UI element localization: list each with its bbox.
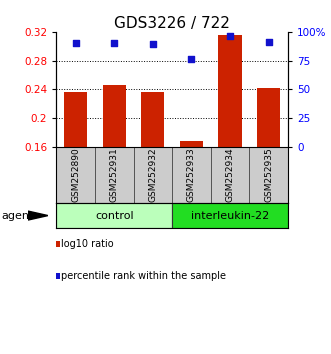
Bar (56, 147, 95, 203)
Point (227, 34, 233, 39)
Point (150, 42, 156, 47)
Bar (95, 147, 133, 203)
Bar (141, 92, 165, 147)
Text: GSM252931: GSM252931 (110, 147, 119, 202)
Text: GSM252933: GSM252933 (187, 147, 196, 202)
Text: GSM252935: GSM252935 (264, 147, 273, 202)
Text: interleukin-22: interleukin-22 (191, 211, 269, 221)
Bar (103, 85, 126, 147)
Point (73, 40, 78, 46)
Text: log10 ratio: log10 ratio (61, 239, 114, 249)
Text: GSM252890: GSM252890 (71, 147, 80, 202)
Text: GSM252932: GSM252932 (148, 147, 157, 202)
Polygon shape (28, 211, 48, 220)
Bar (257, 88, 280, 147)
Text: GSM252934: GSM252934 (225, 147, 235, 202)
Bar (172, 147, 211, 203)
Bar (56, 203, 172, 228)
Title: GDS3226 / 722: GDS3226 / 722 (114, 16, 230, 31)
Text: control: control (95, 211, 133, 221)
Text: percentile rank within the sample: percentile rank within the sample (61, 271, 226, 281)
Point (189, 57, 194, 62)
Bar (249, 147, 288, 203)
Bar (172, 203, 288, 228)
Bar (218, 35, 242, 147)
Bar (64, 92, 87, 147)
Point (266, 39, 271, 45)
Point (112, 40, 117, 46)
Bar (211, 147, 249, 203)
Bar (133, 147, 172, 203)
Text: agent: agent (2, 211, 34, 221)
Bar (180, 141, 203, 147)
